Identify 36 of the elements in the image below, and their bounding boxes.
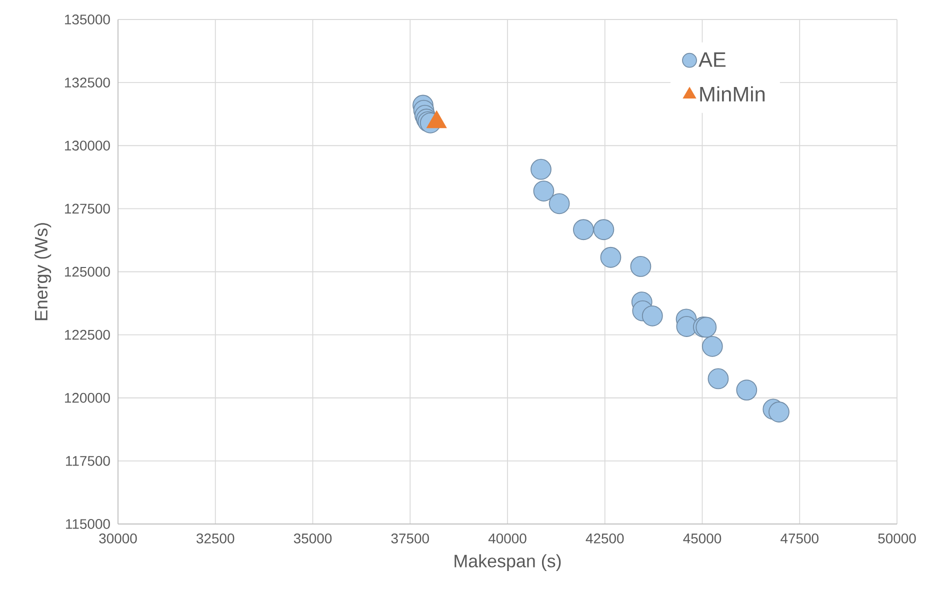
point: [600, 246, 622, 268]
y-tick-label: 122500: [65, 330, 110, 340]
y-axis-title: Energy (Ws): [34, 223, 52, 320]
y-tick-label: 125000: [65, 266, 110, 277]
x-tick-label: 45000: [683, 534, 722, 544]
legend-label: MinMin: [700, 86, 765, 102]
x-tick-label: 30000: [99, 534, 137, 544]
x-tick-label: 47500: [780, 534, 818, 544]
point: [533, 180, 554, 202]
point: [696, 316, 717, 338]
y-tick-label: 132500: [65, 78, 110, 88]
y-tick-label: 130000: [65, 140, 110, 151]
x-tick-label: 35000: [294, 534, 332, 544]
x-tick-label: 37500: [391, 534, 429, 544]
y-tick-label: 117500: [66, 456, 110, 466]
x-axis-title: Makespan (s): [454, 554, 561, 571]
x-tick-label: 42500: [586, 534, 624, 544]
point: [702, 336, 723, 357]
point: [736, 380, 758, 401]
y-tick-label: 120000: [65, 392, 110, 403]
y-tick-label: 135000: [65, 14, 110, 24]
point: [642, 305, 663, 326]
point: [530, 158, 552, 180]
legend-label: AE: [698, 52, 726, 67]
point: [768, 402, 790, 422]
point: [593, 219, 614, 240]
y-tick-label: 115000: [66, 519, 110, 529]
point: [676, 316, 698, 337]
point: [708, 368, 729, 390]
point: [548, 193, 570, 214]
point: [573, 219, 594, 240]
x-tick-label: 32500: [196, 534, 234, 544]
y-tick-label: 127500: [65, 204, 110, 214]
x-tick-label: 50000: [878, 534, 916, 544]
x-tick-label: 40000: [488, 534, 526, 544]
point: [630, 256, 652, 277]
